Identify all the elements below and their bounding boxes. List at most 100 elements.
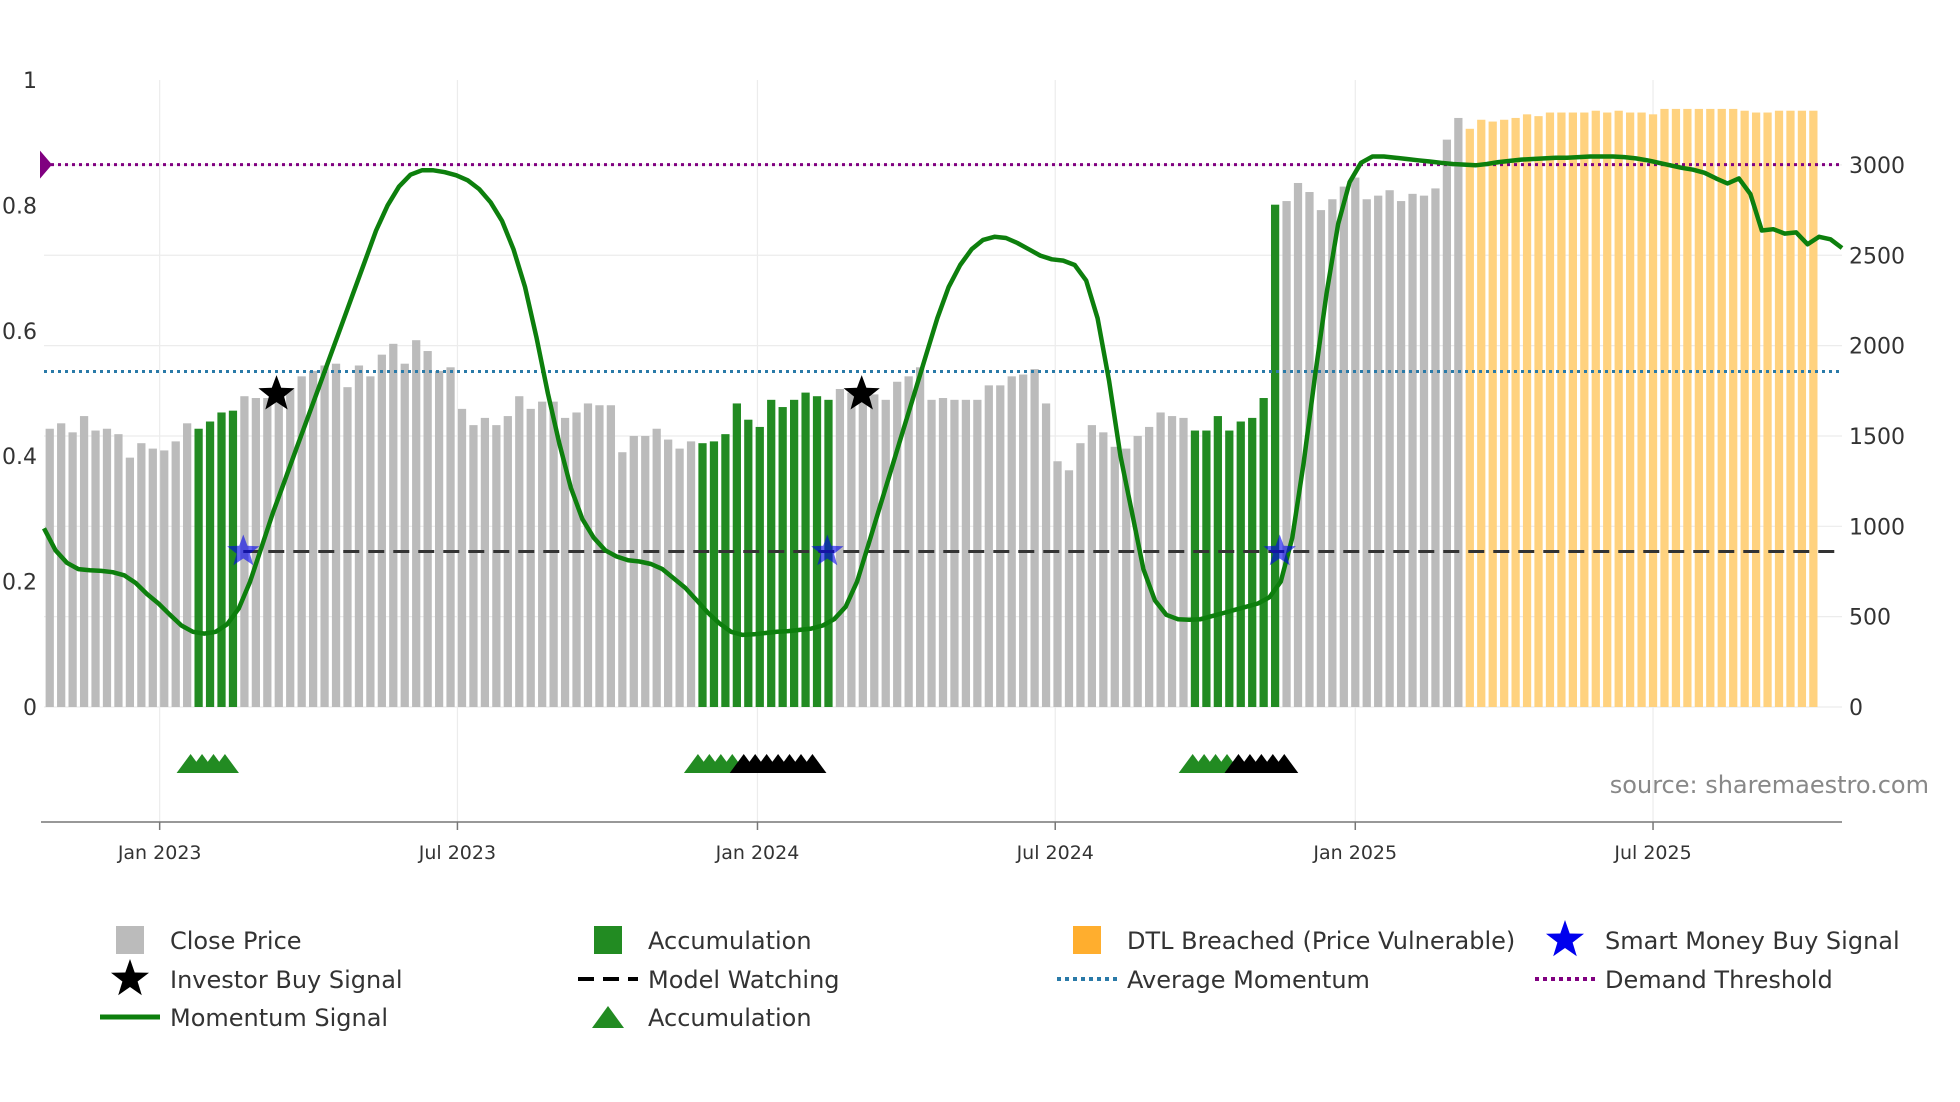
accumulation-bar (1225, 430, 1234, 707)
legend-label: Close Price (170, 927, 302, 955)
close-price-bar (503, 416, 512, 707)
close-price-bar (183, 423, 192, 707)
close-price-bar (915, 367, 925, 707)
close-price-bar (1053, 461, 1062, 707)
close-price-bar (263, 398, 272, 707)
close-price-bar (320, 365, 329, 707)
legend-item: Accumulation (592, 1004, 812, 1032)
dtl-breached-bar (1774, 110, 1784, 707)
dtl-breached-bar (1580, 112, 1589, 708)
left-axis-tick-label: 0.2 (2, 571, 37, 596)
smart-money-buy-signal (227, 534, 260, 566)
legend-item: Model Watching (578, 966, 840, 994)
right-axis-tick-label: 1500 (1849, 425, 1905, 450)
close-price-bar (79, 416, 89, 707)
demand-threshold-marker (40, 150, 52, 179)
right-axis-tick-label: 3000 (1849, 154, 1905, 179)
legend-swatch (1073, 926, 1101, 954)
dtl-breached-bar (1740, 110, 1749, 707)
momentum-signal-path (42, 154, 1844, 638)
dtl-breached-bar (1763, 112, 1772, 708)
dtl-breached-bar (1786, 110, 1795, 707)
dtl-breached-bar (1511, 117, 1520, 707)
dtl-breached-bar (1660, 108, 1669, 708)
dtl-breached-bar (1797, 110, 1807, 707)
close-price-bar (68, 432, 77, 707)
close-price-bar (1293, 182, 1303, 707)
close-price-bar (572, 412, 581, 707)
right-axis-tick-label: 2000 (1849, 335, 1905, 360)
close-price-bar (927, 399, 936, 707)
momentum-signal-line (42, 154, 1844, 638)
x-axis-tick-label: Jul 2025 (1613, 842, 1691, 864)
dtl-breached-bar (1477, 119, 1486, 708)
x-axis-tick-label: Jan 2023 (117, 842, 202, 864)
accumulation-bar (698, 443, 707, 707)
close-price-bar (1110, 446, 1119, 707)
legend-label: Average Momentum (1127, 966, 1370, 994)
close-price-bar (102, 428, 112, 707)
close-price-bar (1442, 139, 1452, 707)
accumulation-bar (1270, 204, 1280, 707)
legend-star-icon (111, 959, 149, 996)
close-price-bar (1282, 201, 1291, 707)
dtl-breached-bar (1545, 112, 1555, 708)
close-price-bar (675, 448, 684, 707)
close-price-bar (560, 417, 570, 707)
legend-swatch (594, 926, 622, 954)
dtl-breached-bar (1557, 112, 1566, 708)
close-price-bar (686, 441, 696, 707)
legend-label: Momentum Signal (170, 1004, 388, 1032)
accumulation-marker (210, 754, 239, 773)
close-price-bar (1007, 376, 1016, 707)
close-price-bar (400, 363, 409, 707)
accumulation-bar (205, 421, 215, 707)
close-price-bar (114, 434, 123, 707)
close-price-bar (904, 376, 913, 707)
close-price-bar (389, 343, 398, 707)
close-price-bar (1076, 443, 1085, 707)
close-price-bar (961, 399, 971, 707)
dtl-breached-bar (1568, 112, 1577, 708)
legend-item: DTL Breached (Price Vulnerable) (1073, 926, 1515, 955)
left-axis-tick-label: 0.8 (2, 194, 37, 219)
accumulation-bar (755, 426, 764, 707)
legend-item: Smart Money Buy Signal (1546, 920, 1900, 957)
legend-item: Average Momentum (1057, 966, 1370, 994)
accumulation-bar (1213, 416, 1222, 707)
buy-signal-markers (227, 375, 1296, 566)
reference-lines (40, 150, 1842, 554)
close-price-bar (1431, 188, 1440, 707)
close-price-bar (1362, 199, 1371, 708)
dtl-breached-bar (1717, 108, 1726, 708)
legend-label: Demand Threshold (1605, 966, 1833, 994)
x-axis-tick-label: Jan 2024 (715, 842, 800, 864)
close-price-bar (434, 370, 444, 707)
close-price-bar (1167, 416, 1177, 707)
legend-item: Momentum Signal (100, 1004, 388, 1032)
close-price-bar (1454, 117, 1463, 707)
legend-item: Close Price (116, 926, 302, 955)
dtl-breached-bar (1603, 112, 1612, 708)
legend-label: DTL Breached (Price Vulnerable) (1127, 927, 1515, 955)
accumulation-bar (812, 396, 822, 707)
right-axis-tick-label: 0 (1849, 696, 1863, 721)
right-axis-tick-label: 500 (1849, 606, 1891, 631)
close-price-bar (1179, 417, 1188, 707)
close-price-bar (1156, 412, 1165, 707)
close-price-bar (1305, 192, 1314, 708)
close-price-bar (538, 401, 547, 707)
accumulation-bar (1202, 430, 1211, 707)
close-price-bar (412, 340, 421, 707)
source-credit: source: sharemaestro.com (1610, 771, 1929, 799)
close-price-bar (492, 425, 501, 707)
dtl-breached-bar (1534, 116, 1543, 708)
legend-label: Investor Buy Signal (170, 966, 403, 994)
accumulation-bar (709, 441, 719, 707)
accumulation-bar (1248, 417, 1257, 707)
left-axis-tick-label: 1 (23, 69, 37, 94)
close-price-bar (1133, 435, 1142, 707)
accumulation-bar (1236, 421, 1245, 707)
close-price-bar (1041, 403, 1051, 707)
close-price-bar (1122, 448, 1131, 707)
